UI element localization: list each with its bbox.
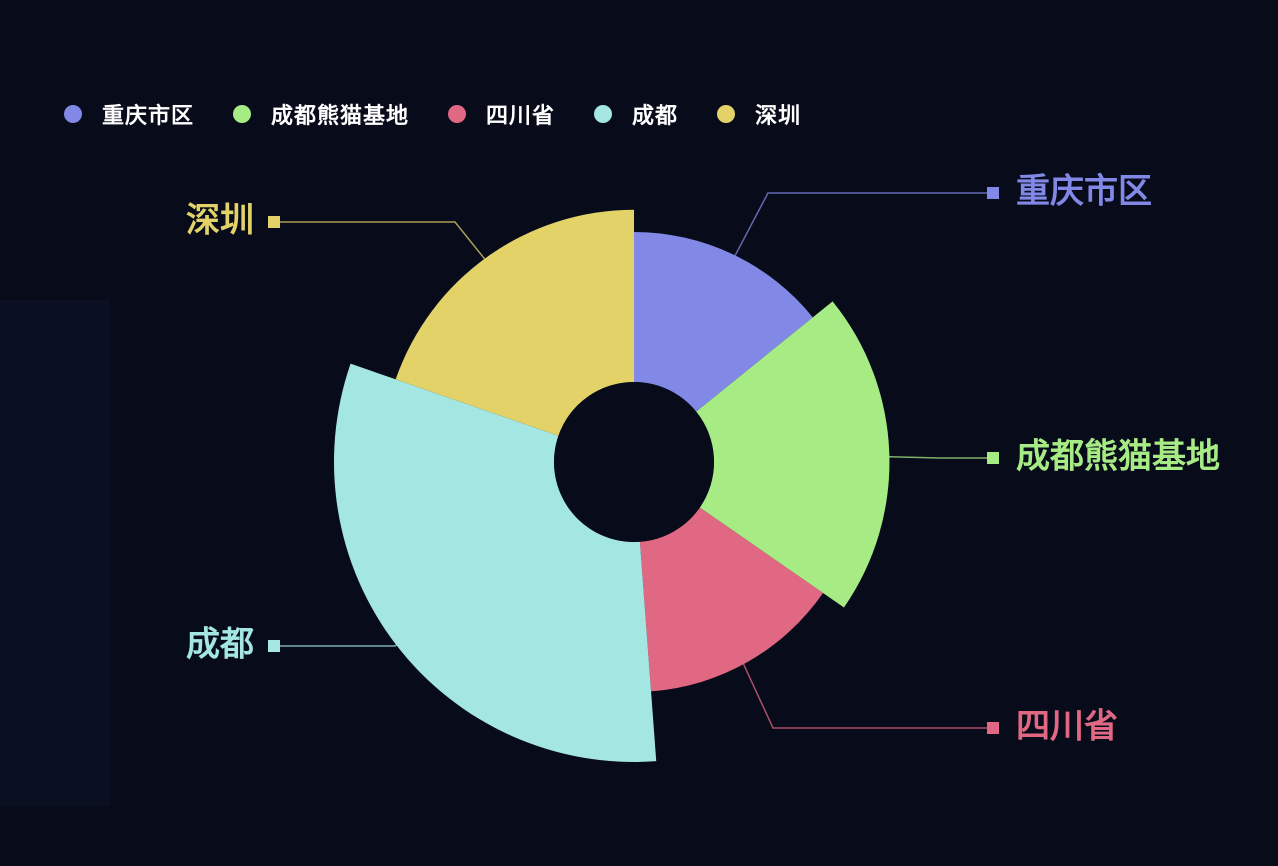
rose-slice-4[interactable]: [395, 209, 634, 436]
legend-marker: [448, 105, 467, 123]
leader-line-1: [819, 454, 988, 459]
legend-marker: [233, 105, 252, 123]
legend-item-chongqing[interactable]: 重庆市区: [64, 98, 194, 130]
legend-item-panda-base[interactable]: 成都熊猫基地: [233, 98, 409, 130]
background-panel: [0, 300, 110, 806]
legend-marker: [64, 105, 82, 123]
rose-slice-3[interactable]: [333, 363, 657, 762]
slice-label-1: 成都熊猫基地: [1016, 437, 1220, 477]
leader-line-4: [280, 221, 529, 314]
center-hole: [554, 382, 714, 542]
legend-label: 重庆市区: [102, 104, 195, 129]
leader-marker-4: [268, 216, 280, 228]
slice-label-4: 深圳: [186, 201, 254, 241]
leader-line-3: [280, 590, 467, 647]
legend-marker: [594, 105, 613, 123]
legend-marker: [717, 105, 736, 123]
legend: 重庆市区 成都熊猫基地 四川省 成都 深圳: [64, 98, 840, 130]
rose-slice-0[interactable]: [634, 232, 813, 412]
legend-label: 成都熊猫基地: [271, 104, 410, 129]
legend-item-sichuan[interactable]: 四川省: [448, 98, 555, 130]
legend-item-chengdu[interactable]: 成都: [594, 98, 678, 130]
leader-marker-3: [268, 640, 280, 652]
legend-item-shenzhen[interactable]: 深圳: [717, 98, 801, 130]
slice-label-2: 四川省: [1016, 707, 1118, 747]
leader-marker-2: [987, 722, 999, 734]
slice-label-0: 重庆市区: [1016, 172, 1152, 212]
legend-label: 成都: [632, 104, 679, 129]
leader-line-0: [706, 192, 988, 309]
legend-label: 深圳: [755, 104, 802, 129]
leader-marker-0: [987, 187, 999, 199]
legend-label: 四川省: [486, 104, 556, 129]
rose-slice-2[interactable]: [639, 507, 824, 692]
slice-label-3: 成都: [186, 625, 254, 665]
rose-slice-1[interactable]: [696, 301, 890, 608]
leader-marker-1: [987, 452, 999, 464]
leader-line-2: [717, 609, 988, 729]
